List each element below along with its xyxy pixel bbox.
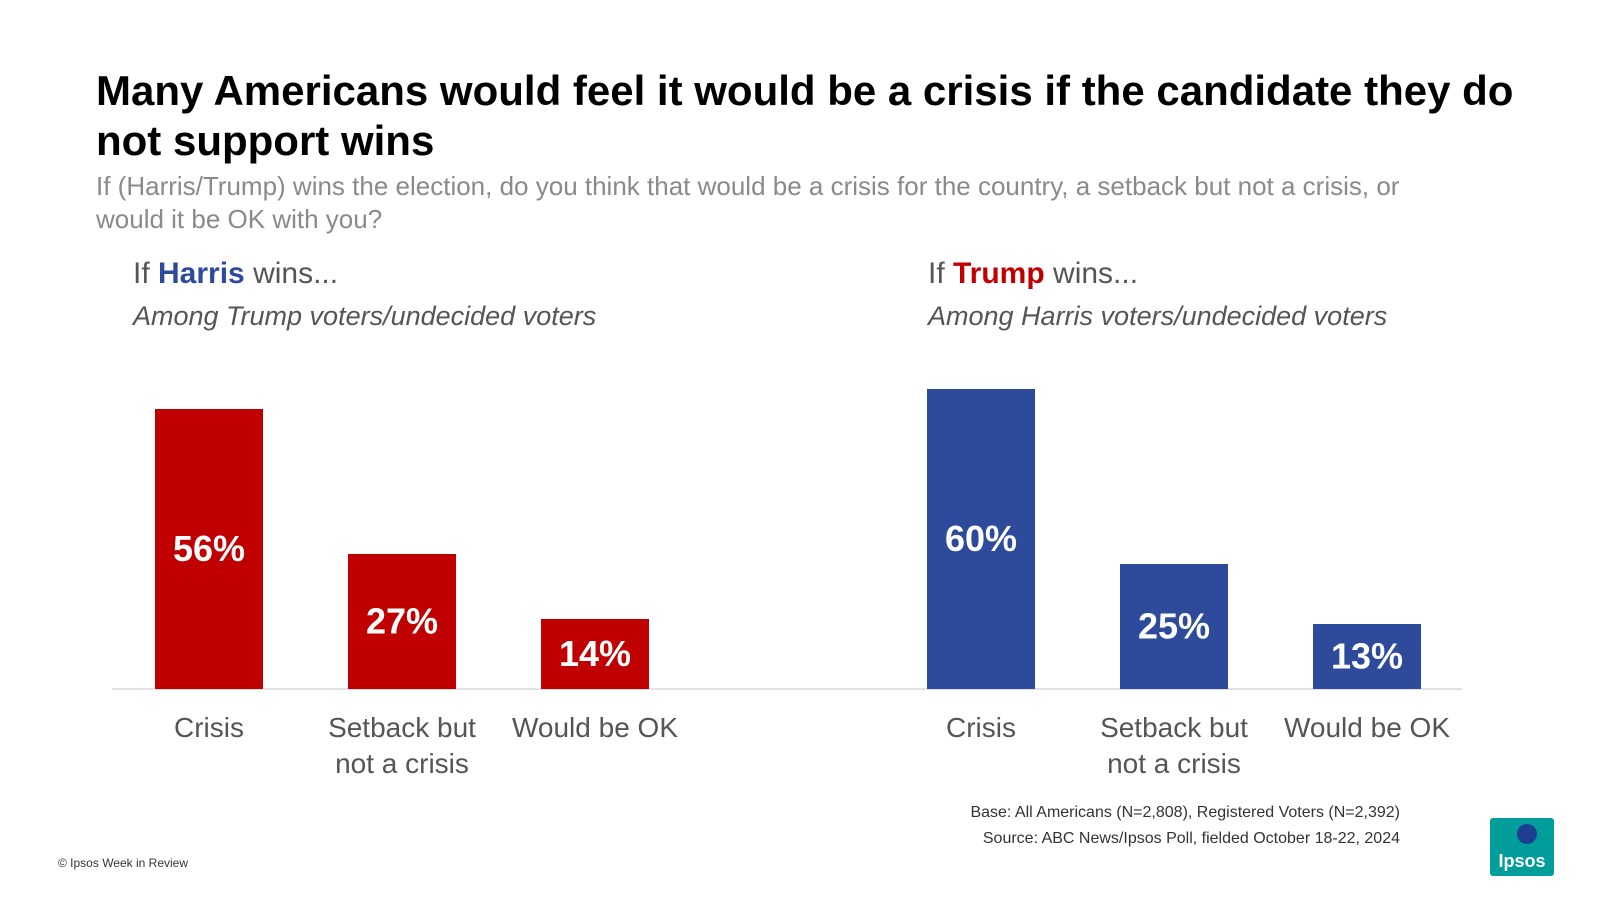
category-label: not a crisis [1107,748,1241,779]
candidate-name-harris: Harris [158,257,245,290]
data-label: 60% [945,518,1017,559]
candidate-name-trump: Trump [953,257,1045,290]
category-label: Setback but [1100,712,1248,743]
panel-heading-prefix: If [928,257,954,290]
footnote-base: Base: All Americans (N=2,808), Registere… [970,804,1400,821]
panel-subtitle-harris: Among Trump voters/undecided voters [133,301,597,331]
panel-subtitle-trump: Among Harris voters/undecided voters [928,301,1388,331]
category-label: Setback but [328,712,476,743]
category-label: Crisis [946,712,1016,743]
category-label: not a crisis [335,748,469,779]
panel-heading-harris: If Harris wins... [133,257,338,291]
bar-1-2 [348,554,456,689]
category-label: Would be OK [512,712,678,743]
ipsos-logo: Ipsos [1490,818,1554,876]
logo-text: Ipsos [1498,851,1545,871]
logo-bubble [1517,824,1537,844]
copyright-notice: © Ipsos Week in Review [58,856,189,870]
bar-2-1 [927,389,1035,689]
category-label: Would be OK [1284,712,1450,743]
chart-title: Many Americans would feel it would be a … [96,67,1514,164]
data-label: 25% [1138,606,1210,647]
bar-1-1 [155,409,263,689]
data-label: 56% [173,528,245,569]
logo-background [1490,818,1554,876]
data-label: 14% [559,633,631,674]
panel-heading-prefix: If [133,257,159,290]
bar-2-2 [1120,564,1228,689]
category-label: Crisis [174,712,244,743]
data-label: 13% [1331,636,1403,677]
panel-heading-suffix: wins... [244,257,339,290]
data-label: 27% [366,601,438,642]
bar-1-3 [541,619,649,689]
bar-2-3 [1313,624,1421,689]
footnote-source: Source: ABC News/Ipsos Poll, fielded Oct… [982,830,1400,847]
panel-heading-suffix: wins... [1044,257,1139,290]
chart-subtitle: If (Harris/Trump) wins the election, do … [96,171,1400,234]
panel-heading-trump: If Trump wins... [928,257,1138,291]
